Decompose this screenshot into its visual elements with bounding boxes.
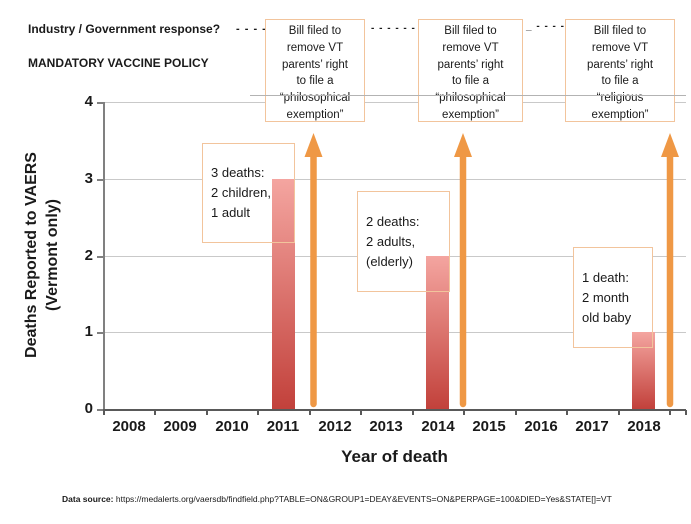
- x-tick-label-2010: 2010: [215, 418, 249, 435]
- y-axis-title: Deaths Reported to VAERS (Vermont only): [23, 152, 61, 358]
- bar-2018: [632, 332, 655, 409]
- x-tickmark: [309, 410, 311, 415]
- callout-philosophical-exemption-2014: Bill filed to remove VT parents’ right t…: [418, 19, 523, 122]
- up-arrow-2014: [454, 133, 472, 408]
- x-tickmark: [669, 410, 671, 415]
- x-tickmark: [154, 410, 156, 415]
- y-tickmark: [97, 179, 103, 181]
- x-tickmark: [566, 410, 568, 415]
- x-tick-label-2014: 2014: [421, 418, 455, 435]
- data-source-label: Data source:: [62, 494, 114, 504]
- data-source-url: https://medalerts.org/vaersdb/findfield.…: [115, 494, 612, 504]
- gridline-3: [103, 179, 686, 180]
- x-tick-label-2018: 2018: [627, 418, 661, 435]
- industry-response-heading: Industry / Government response?: [28, 22, 221, 36]
- x-tick-label-2012: 2012: [318, 418, 352, 435]
- y-tick-label-1: 1: [84, 323, 93, 340]
- up-arrow-2011: [304, 133, 323, 408]
- mandatory-policy-heading: MANDATORY VACCINE POLICY: [28, 56, 209, 70]
- x-tickmark: [103, 410, 105, 415]
- bar-2014: [426, 255, 449, 409]
- y-tick-label-0: 0: [84, 400, 93, 417]
- note-fill-2018: [573, 247, 653, 348]
- y-tick-label-3: 3: [84, 170, 93, 187]
- x-tick-label-2013: 2013: [369, 418, 403, 435]
- connector-dashes-2: - - - - - - -: [371, 23, 424, 34]
- x-tick-label-2015: 2015: [472, 418, 506, 435]
- y-tickmark: [97, 102, 103, 104]
- note-2014-deaths: 2 deaths: 2 adults, (elderly): [357, 191, 450, 292]
- gridline-4: [103, 102, 686, 103]
- x-axis-line: [103, 409, 686, 411]
- x-axis-title: Year of death: [341, 447, 448, 466]
- x-tick-label-2016: 2016: [524, 418, 558, 435]
- x-tickmark: [618, 410, 620, 415]
- x-tick-label-2008: 2008: [112, 418, 146, 435]
- x-tick-label-2017: 2017: [575, 418, 609, 435]
- x-tickmark: [515, 410, 517, 415]
- x-tickmark: [360, 410, 362, 415]
- note-2018-deaths: 1 death: 2 month old baby: [573, 247, 653, 348]
- y-tick-label-4: 4: [84, 93, 93, 110]
- callout-religious-exemption-2018: Bill filed to remove VT parents’ right t…: [565, 19, 675, 122]
- connector-dashes-1: - - - -: [236, 23, 267, 35]
- x-tickmark: [257, 410, 259, 415]
- connector-dashes-3: _ - - - - -: [526, 21, 574, 32]
- x-tickmark: [463, 410, 465, 415]
- x-tick-label-2009: 2009: [163, 418, 197, 435]
- y-tick-label-2: 2: [84, 247, 93, 264]
- y-tickmark: [97, 409, 103, 411]
- data-source-line: Data source: https://medalerts.org/vaers…: [62, 494, 612, 504]
- connector-line: [250, 95, 686, 96]
- y-tickmark: [97, 256, 103, 258]
- bar-2011: [272, 179, 295, 409]
- x-tickmark: [412, 410, 414, 415]
- up-arrow-2018: [661, 133, 679, 408]
- gridline-1: [103, 332, 686, 333]
- x-tickmark: [685, 410, 687, 415]
- x-tick-label-2011: 2011: [266, 418, 300, 435]
- x-tickmark: [206, 410, 208, 415]
- y-tickmark: [97, 332, 103, 334]
- callout-philosophical-exemption-2011: Bill filed to remove VT parents’ right t…: [265, 19, 365, 122]
- y-axis-line: [103, 102, 105, 410]
- note-2011-deaths: 3 deaths: 2 children, 1 adult: [202, 143, 295, 243]
